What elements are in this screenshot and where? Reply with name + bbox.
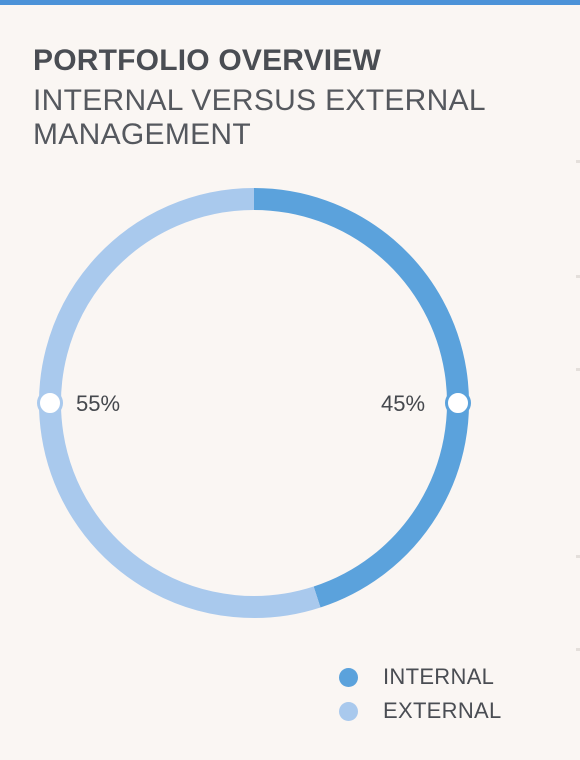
donut-slice-internal	[253, 188, 469, 608]
legend-label-internal: INTERNAL	[383, 664, 495, 689]
donut-slice-external	[39, 188, 321, 618]
edge-decoration	[576, 150, 580, 710]
edge-tick	[576, 275, 580, 278]
chart-legend: INTERNAL EXTERNAL	[339, 660, 502, 728]
chart-subtitle: INTERNAL VERSUS EXTERNAL MANAGEMENT	[33, 84, 485, 151]
legend-item-external: EXTERNAL	[339, 694, 502, 728]
edge-tick	[576, 160, 580, 163]
data-label-internal: 45%	[381, 391, 426, 416]
edge-tick	[576, 368, 580, 371]
data-label-external: 55%	[76, 391, 121, 416]
edge-tick	[576, 648, 580, 651]
label-marker-internal	[445, 390, 471, 416]
legend-item-internal: INTERNAL	[339, 660, 502, 694]
chart-title: PORTFOLIO OVERVIEW	[33, 44, 382, 77]
top-accent-bar	[0, 0, 580, 5]
donut-layer	[37, 188, 471, 618]
legend-marker-internal	[339, 667, 358, 687]
edge-tick	[576, 555, 580, 558]
legend-marker-external	[339, 701, 358, 721]
legend-label-external: EXTERNAL	[383, 698, 502, 723]
label-marker-external	[37, 390, 63, 416]
